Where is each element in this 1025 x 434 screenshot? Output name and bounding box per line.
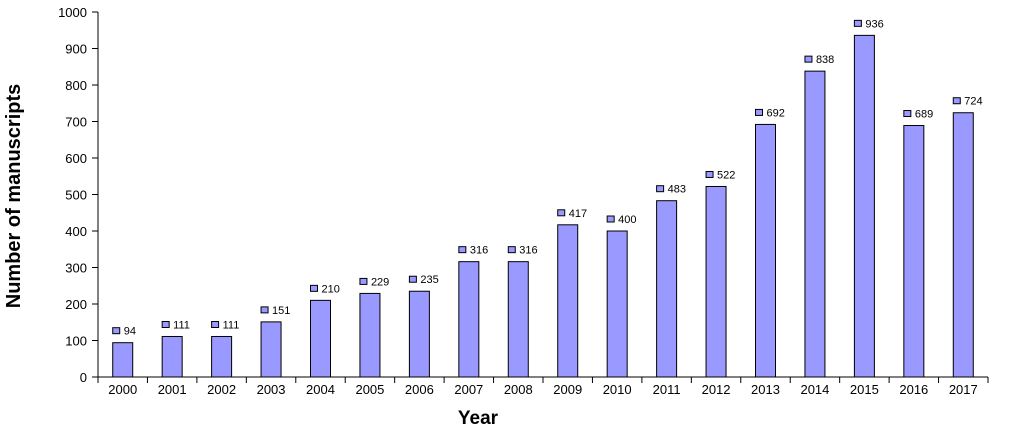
- x-tick-label: 2008: [504, 382, 533, 397]
- bar: [606, 230, 628, 378]
- bar: [952, 112, 974, 378]
- data-label: 692: [767, 107, 785, 119]
- y-tick-label: 300: [65, 261, 87, 276]
- data-label-marker: [112, 327, 121, 335]
- data-label: 316: [470, 245, 488, 257]
- data-label-marker: [557, 209, 566, 217]
- data-label: 936: [865, 18, 883, 30]
- x-tick-label: 2009: [553, 382, 582, 397]
- y-tick-label: 400: [65, 224, 87, 239]
- data-label: 229: [371, 276, 389, 288]
- data-label: 111: [223, 319, 240, 331]
- x-tick-label: 2001: [158, 382, 187, 397]
- data-label-marker: [903, 110, 912, 118]
- bar: [853, 34, 875, 378]
- x-tick-label: 2010: [603, 382, 632, 397]
- data-label-marker: [804, 55, 813, 63]
- data-label-marker: [161, 320, 170, 328]
- data-label: 483: [668, 184, 686, 196]
- x-tick-label: 2016: [899, 382, 928, 397]
- y-tick-label: 500: [65, 188, 87, 203]
- data-label: 689: [915, 109, 933, 121]
- x-tick-label: 2017: [949, 382, 978, 397]
- data-label-marker: [310, 284, 318, 292]
- bar: [804, 70, 826, 378]
- bars: [112, 34, 974, 378]
- data-label: 210: [322, 283, 340, 295]
- data-label-marker: [755, 108, 763, 116]
- bar: [507, 261, 529, 378]
- bar: [359, 292, 381, 378]
- y-tick-label: 1000: [58, 5, 87, 20]
- y-tick-label: 100: [65, 334, 87, 349]
- data-label-marker: [408, 275, 417, 283]
- bar: [112, 342, 134, 378]
- y-tick-label: 700: [65, 115, 87, 130]
- x-tick-label: 2012: [702, 382, 731, 397]
- data-label-marker: [458, 246, 467, 254]
- y-tick-label: 200: [65, 297, 87, 312]
- y-tick-label: 600: [65, 151, 87, 166]
- x-tick-label: 2015: [850, 382, 879, 397]
- bar: [161, 335, 183, 378]
- y-axis: 0 100 200 300 400 500 600 700 800 900 1000: [58, 5, 99, 385]
- data-label: 838: [816, 54, 834, 66]
- data-label-marker: [606, 215, 615, 223]
- x-axis-title: Year: [458, 408, 499, 429]
- data-label: 235: [420, 274, 438, 286]
- data-label-marker: [507, 246, 516, 254]
- x-axis: 2000 2001 2002 2003 2004 2005 2006 2007 2008 2009…: [97, 376, 989, 397]
- bar: [260, 321, 282, 378]
- data-label-marker: [260, 306, 269, 314]
- bar: [458, 261, 480, 378]
- y-tick-label: 0: [80, 370, 87, 385]
- bar: [408, 290, 430, 378]
- bar: [755, 123, 776, 378]
- x-tick-label: 2006: [405, 382, 434, 397]
- data-label: 316: [519, 245, 537, 257]
- x-tick-label: 2014: [800, 382, 829, 397]
- x-tick-label: 2005: [355, 382, 384, 397]
- data-label-marker: [359, 277, 368, 285]
- bar: [557, 224, 579, 378]
- x-tick-label: 2007: [454, 382, 483, 397]
- data-label-marker: [853, 19, 862, 27]
- bar: [903, 125, 925, 378]
- x-tick-label: 2004: [306, 382, 335, 397]
- data-label: 400: [618, 214, 636, 226]
- data-label-marker: [952, 97, 961, 105]
- data-label: 94: [124, 326, 136, 338]
- y-axis-title: Number of manuscripts: [3, 84, 25, 308]
- x-tick-label: 2011: [653, 382, 681, 397]
- data-label-marker: [705, 170, 714, 178]
- data-label: 151: [272, 305, 290, 317]
- data-label-marker: [211, 320, 220, 328]
- data-label-marker: [656, 185, 665, 193]
- data-label: 111: [173, 319, 190, 331]
- bar: [656, 200, 678, 378]
- x-tick-label: 2013: [751, 382, 780, 397]
- data-label: 724: [964, 96, 982, 108]
- data-label: 417: [569, 208, 587, 220]
- x-tick-label: 2003: [257, 382, 286, 397]
- bar: [211, 335, 233, 378]
- x-tick-label: 2002: [207, 382, 236, 397]
- x-tick-label: 2000: [108, 382, 137, 397]
- y-tick-label: 800: [65, 78, 87, 93]
- data-label: 522: [717, 169, 735, 181]
- y-tick-label: 900: [65, 42, 87, 57]
- bar: [310, 299, 331, 378]
- bar: [705, 185, 727, 378]
- data-labels: 94 111 111 151 210 229 235 316 316 417 400 483 522 69…: [112, 18, 983, 338]
